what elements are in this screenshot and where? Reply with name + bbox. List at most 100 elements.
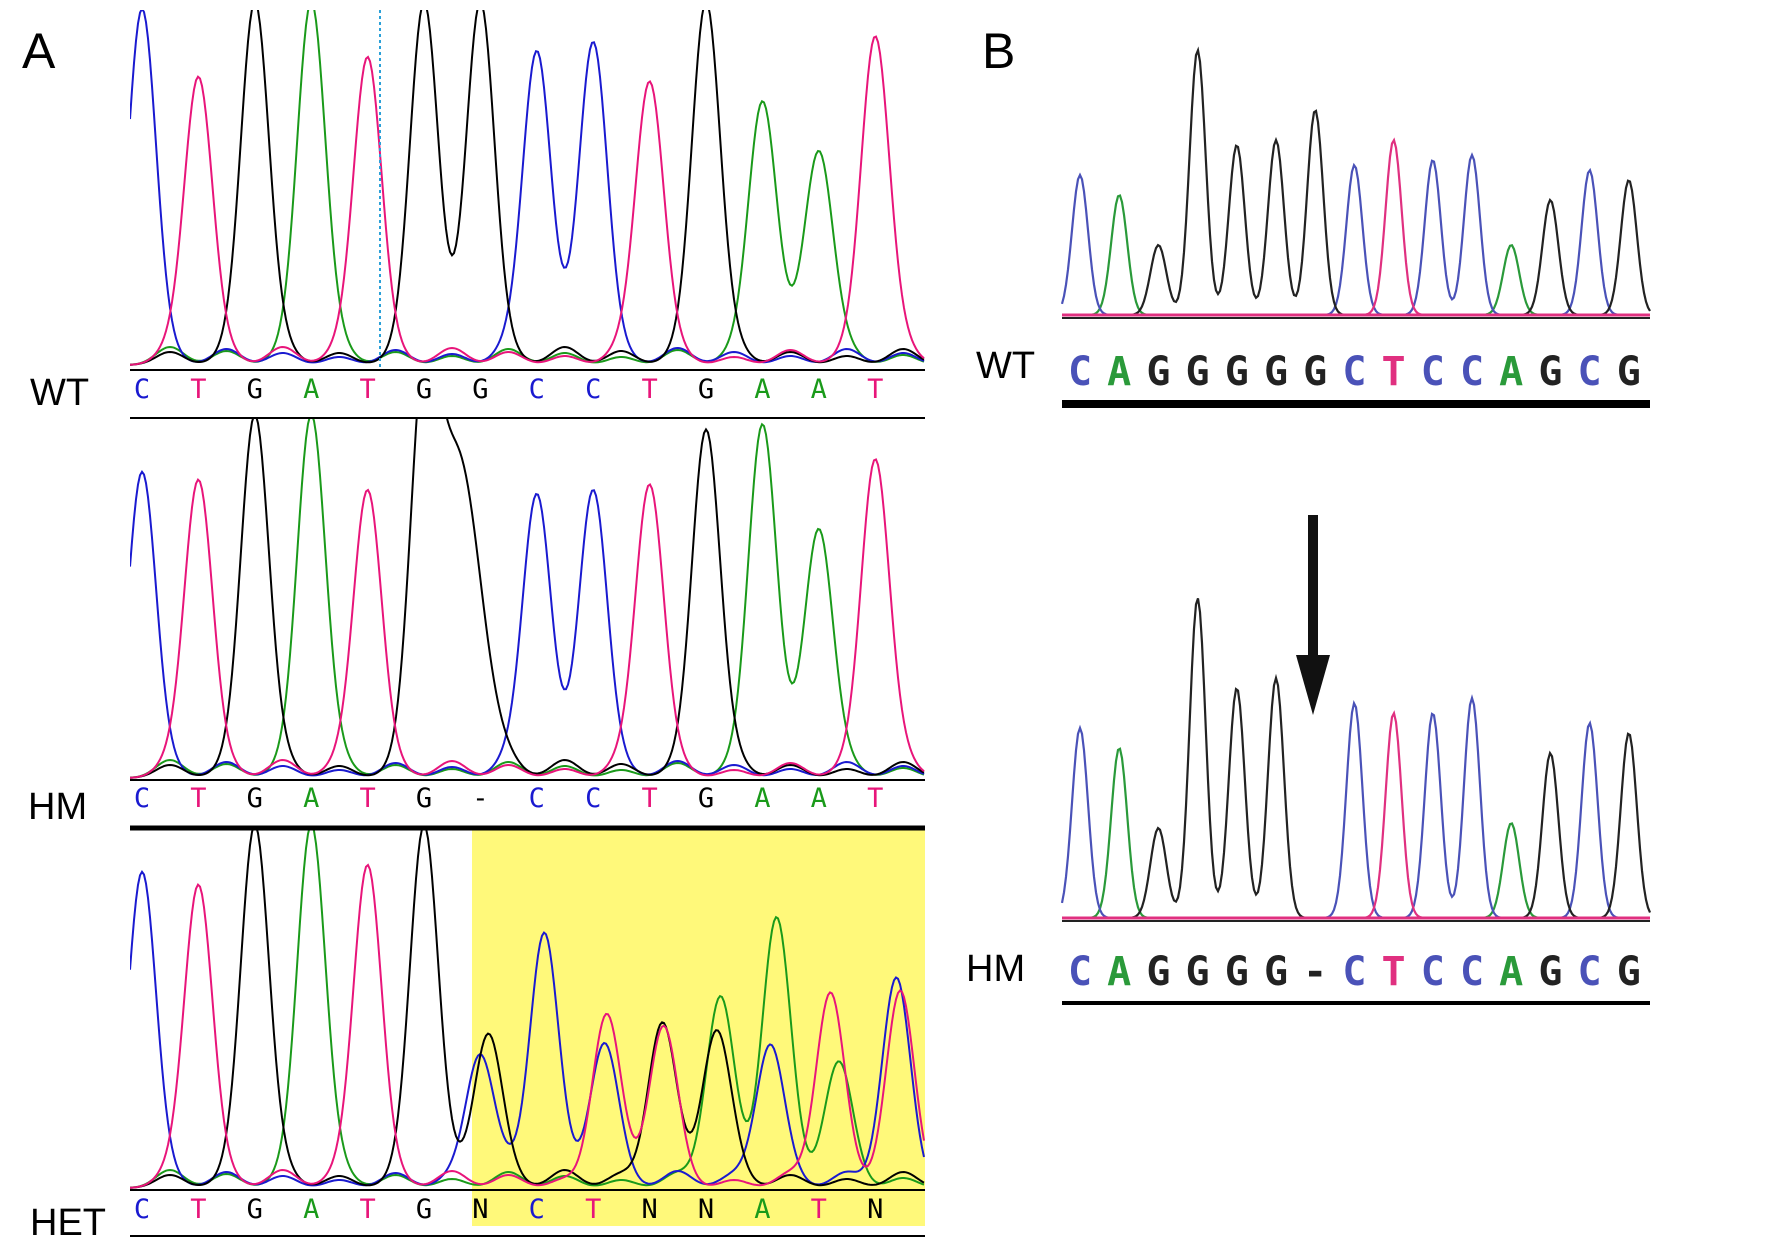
base-call-a-2-13: N — [867, 1194, 883, 1225]
base-call-b-1-9: C — [1421, 949, 1445, 995]
base-call-b-0-1: A — [1107, 349, 1131, 395]
base-call-b-0-12: G — [1538, 349, 1562, 395]
base-call-a-2-11: A — [754, 1194, 770, 1225]
trace-b-A-row-0 — [1062, 194, 1650, 317]
trace-A-row-0 — [130, 10, 925, 366]
trace-C-row-2 — [130, 869, 925, 1187]
base-call-b-1-7: C — [1342, 949, 1366, 995]
base-call-a-2-2: G — [247, 1194, 263, 1225]
base-call-a-1-7: C — [529, 783, 545, 814]
base-call-a-2-6: N — [472, 1194, 488, 1225]
trace-T-row-2 — [130, 863, 925, 1189]
base-call-a-1-6: - — [472, 783, 488, 814]
base-call-a-2-12: T — [811, 1194, 827, 1225]
base-call-a-0-10: G — [698, 374, 714, 405]
base-call-b-1-12: G — [1538, 949, 1562, 995]
trace-G-row-1 — [130, 418, 925, 779]
base-call-a-1-10: G — [698, 783, 714, 814]
base-call-a-2-5: G — [416, 1194, 432, 1225]
deletion-arrow-shaft — [1308, 515, 1318, 665]
base-call-a-2-10: N — [698, 1194, 714, 1225]
trace-C-row-1 — [130, 469, 925, 777]
base-call-b-1-5: G — [1264, 949, 1288, 995]
base-call-a-1-8: C — [585, 783, 601, 814]
trace-b-G-row-0 — [1062, 46, 1651, 317]
base-call-a-1-1: T — [190, 783, 206, 814]
panel-a-letter: A — [22, 23, 56, 79]
base-call-b-1-13: C — [1578, 949, 1602, 995]
base-call-a-2-3: A — [303, 1194, 319, 1225]
panel-b-letter: B — [982, 23, 1016, 79]
base-call-a-0-13: T — [867, 374, 883, 405]
base-call-b-0-4: G — [1225, 349, 1249, 395]
trace-b-A-row-1 — [1062, 747, 1650, 920]
base-call-a-0-11: A — [754, 374, 770, 405]
trace-b-T-row-1 — [1062, 710, 1650, 920]
base-call-b-1-3: G — [1186, 949, 1210, 995]
base-call-a-1-11: A — [754, 783, 770, 814]
trace-T-row-0 — [130, 35, 925, 366]
base-call-a-2-4: T — [359, 1194, 375, 1225]
trace-C-row-0 — [130, 10, 925, 364]
trace-A-row-1 — [130, 418, 925, 779]
base-call-b-1-1: A — [1107, 949, 1131, 995]
base-call-b-0-3: G — [1186, 349, 1210, 395]
het-highlight-region — [472, 828, 925, 1226]
base-call-a-1-0: C — [134, 783, 150, 814]
base-call-b-0-2: G — [1146, 349, 1170, 395]
base-call-a-0-5: G — [416, 374, 432, 405]
base-call-a-1-3: A — [303, 783, 319, 814]
base-call-a-1-9: T — [641, 783, 657, 814]
deletion-arrow-head — [1296, 655, 1330, 715]
base-call-a-1-2: G — [247, 783, 263, 814]
base-call-b-1-6: - — [1303, 949, 1327, 995]
base-call-b-1-10: C — [1460, 949, 1484, 995]
trace-b-C-row-1 — [1060, 694, 1650, 920]
base-call-a-0-12: A — [811, 374, 827, 405]
base-call-b-0-8: T — [1382, 349, 1406, 395]
trace-G-row-0 — [130, 10, 925, 366]
base-call-b-0-6: G — [1303, 349, 1327, 395]
base-call-b-0-14: G — [1617, 349, 1641, 395]
base-call-b-1-14: G — [1617, 949, 1641, 995]
base-call-b-0-11: A — [1499, 349, 1523, 395]
base-call-a-2-0: C — [134, 1194, 150, 1225]
base-call-a-0-4: T — [359, 374, 375, 405]
base-call-a-1-4: T — [359, 783, 375, 814]
row-label-wt-b: WT — [976, 345, 1036, 387]
row-label-het-a: HET — [30, 1202, 106, 1244]
base-call-b-0-5: G — [1264, 349, 1288, 395]
base-call-b-0-7: C — [1342, 349, 1366, 395]
base-call-a-0-3: A — [303, 374, 319, 405]
base-call-a-0-2: G — [247, 374, 263, 405]
trace-G-row-2 — [130, 828, 925, 1189]
base-call-a-1-13: T — [867, 783, 883, 814]
trace-b-G-row-1 — [1062, 598, 1652, 920]
base-call-a-0-9: T — [641, 374, 657, 405]
base-call-a-0-0: C — [134, 374, 150, 405]
base-call-a-2-1: T — [190, 1194, 206, 1225]
base-call-a-2-7: C — [529, 1194, 545, 1225]
base-call-b-0-10: C — [1460, 349, 1484, 395]
base-call-b-1-8: T — [1382, 949, 1406, 995]
base-call-a-0-7: C — [529, 374, 545, 405]
base-call-a-1-5: G — [416, 783, 432, 814]
base-call-b-1-0: C — [1068, 949, 1092, 995]
base-call-a-0-6: G — [472, 374, 488, 405]
base-call-b-0-9: C — [1421, 349, 1445, 395]
trace-T-row-1 — [130, 458, 925, 779]
base-call-b-1-4: G — [1225, 949, 1249, 995]
base-call-a-1-12: A — [811, 783, 827, 814]
trace-b-C-row-0 — [1060, 152, 1650, 317]
base-call-a-0-8: C — [585, 374, 601, 405]
base-call-a-0-1: T — [190, 374, 206, 405]
base-call-a-2-9: N — [641, 1194, 657, 1225]
row-label-wt-a: WT — [30, 372, 90, 414]
base-call-b-0-13: C — [1578, 349, 1602, 395]
row-label-hm-a: HM — [28, 786, 88, 828]
base-call-b-0-0: C — [1068, 349, 1092, 395]
base-call-a-2-8: T — [585, 1194, 601, 1225]
base-call-b-1-11: A — [1499, 949, 1523, 995]
base-call-b-1-2: G — [1146, 949, 1170, 995]
